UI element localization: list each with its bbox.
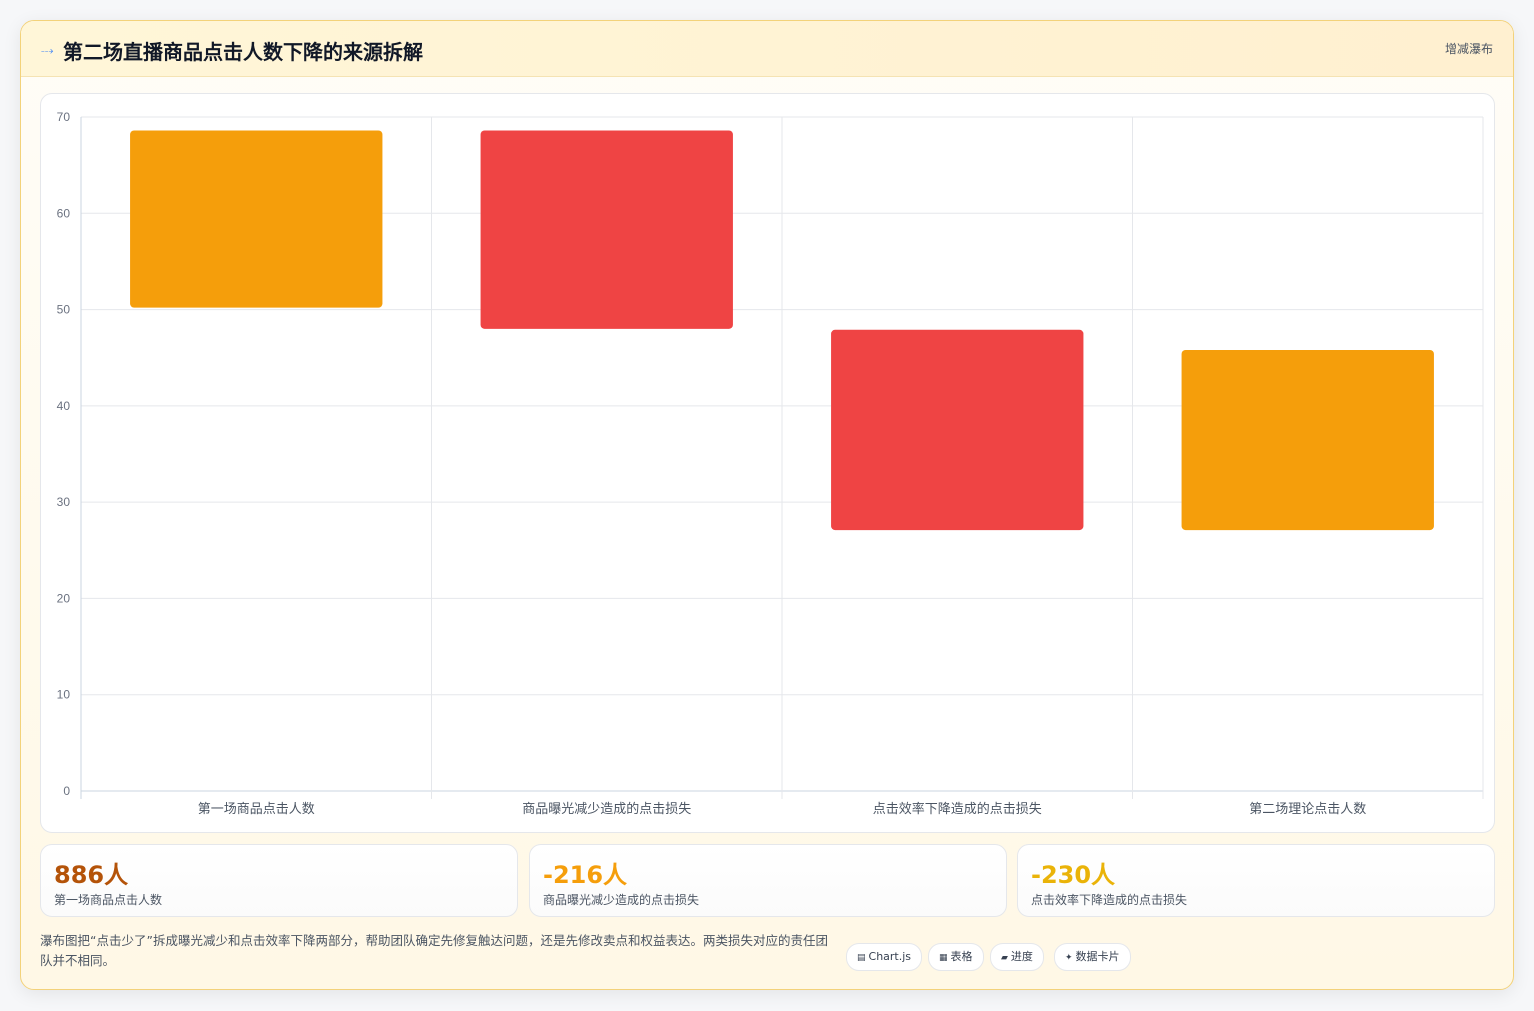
stat-value: -230人: [1031, 861, 1116, 889]
x-tick-label: 第一场商品点击人数: [198, 802, 315, 817]
stat-card-first-clicks: 886人 第一场商品点击人数: [40, 844, 518, 917]
y-tick-label: 50: [57, 303, 71, 317]
chip-chartjs[interactable]: ▤ Chart.js: [846, 943, 923, 971]
stat-card-exposure-loss: -216人 商品曝光减少造成的点击损失: [529, 844, 1007, 917]
chart-type-tag: 增减瀑布: [1444, 42, 1493, 56]
waterfall-bar: [831, 329, 1084, 531]
waterfall-bar: [1181, 350, 1434, 531]
chart-card: ⤏ 第二场直播商品点击人数下降的来源拆解 增减瀑布 0 10 20 30 40 50 60 7…: [20, 20, 1514, 990]
progress-icon: ▰: [1001, 953, 1008, 963]
x-tick-label: 点击效率下降造成的点击损失: [873, 801, 1042, 817]
table-icon: ▦: [939, 953, 948, 963]
waterfall-bar: [130, 130, 383, 308]
chip-table[interactable]: ▦ 表格: [928, 943, 984, 971]
stat-label: 点击效率下降造成的点击损失: [1031, 893, 1188, 907]
chart-note: 瀑布图把“点击少了”拆成曝光减少和点击效率下降两部分，帮助团队确定先修复触达问题…: [40, 933, 828, 968]
x-tick-label: 商品曝光减少造成的点击损失: [522, 801, 691, 817]
y-tick-label: 0: [63, 784, 70, 798]
y-tick-label: 30: [57, 495, 71, 509]
chart-icon: ▤: [857, 953, 866, 963]
stat-label: 商品曝光减少造成的点击损失: [543, 893, 700, 907]
waterfall-bar: [480, 130, 733, 329]
y-tick-label: 40: [57, 399, 71, 413]
stat-value: 886人: [54, 861, 129, 889]
stat-value: -216人: [543, 861, 628, 889]
trend-down-icon: ⤏: [41, 43, 54, 57]
chip-label: 数据卡片: [1075, 950, 1120, 963]
chip-data-card[interactable]: ✦ 数据卡片: [1054, 943, 1131, 971]
chip-label: 进度: [1010, 950, 1033, 963]
waterfall-chart: 0 10 20 30 40 50 60 70 第一场商品点击人数 商品曝光减少造成的点击损失 点击效…: [57, 110, 1484, 817]
stat-card-efficiency-loss: -230人 点击效率下降造成的点击损失: [1017, 844, 1495, 917]
sparkle-icon: ✦: [1065, 953, 1073, 963]
chip-label: 表格: [950, 950, 973, 963]
y-tick-label: 60: [57, 206, 71, 220]
page-title: 第二场直播商品点击人数下降的来源拆解: [63, 40, 423, 64]
chart-panel: 0 10 20 30 40 50 60 70 第一场商品点击人数 商品曝光减少造成的点击损失 点击效…: [40, 93, 1495, 833]
card-header: ⤏ 第二场直播商品点击人数下降的来源拆解 增减瀑布: [21, 21, 1513, 77]
y-tick-label: 10: [57, 688, 71, 702]
x-tick-label: 第二场理论点击人数: [1249, 802, 1366, 817]
y-tick-label: 20: [57, 591, 71, 605]
chip-label: Chart.js: [868, 950, 912, 963]
chip-progress[interactable]: ▰ 进度: [990, 943, 1044, 971]
y-tick-label: 70: [57, 110, 71, 124]
stat-label: 第一场商品点击人数: [54, 893, 163, 907]
